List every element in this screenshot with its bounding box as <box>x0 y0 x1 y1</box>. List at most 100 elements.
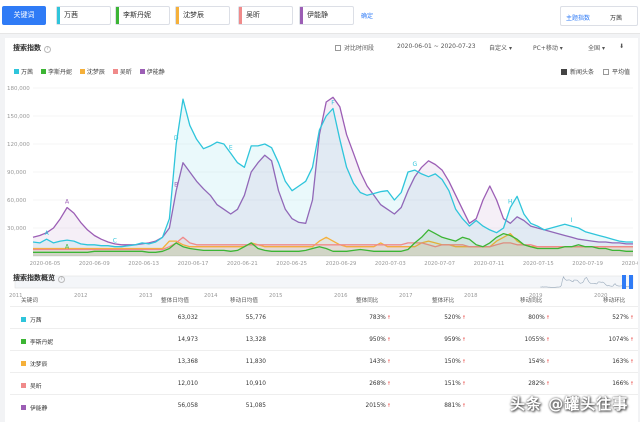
up-arrow-icon: ↑ <box>629 359 634 365</box>
mobile-mom-value: 166% <box>612 381 629 387</box>
overview-track <box>14 275 634 289</box>
mobile-yoy-cell: 800%↑ <box>528 315 550 321</box>
header-total-daily: 整体日均值 <box>161 298 189 304</box>
main-panel: 搜索指数? 对比时间段 2020-06-01 ~ 2020-07-23 自定义 … <box>5 38 638 422</box>
header-mobile-yoy: 移动同比 <box>520 298 543 304</box>
total-mom-cell: 520%↑ <box>444 315 466 321</box>
series-area <box>33 97 633 256</box>
keyword-name: 吴昕 <box>30 384 42 390</box>
keyword-chip-3[interactable]: 沈梦辰 <box>175 6 230 25</box>
news-marker: F <box>331 100 335 107</box>
date-range-picker[interactable]: 2020-06-01 ~ 2020-07-23 <box>397 43 476 50</box>
legend-swatch <box>112 69 118 74</box>
download-button[interactable]: ⬇ <box>619 43 624 50</box>
up-arrow-icon: ↑ <box>545 337 550 343</box>
keyword-name: 沈梦辰 <box>30 362 48 368</box>
overview-year-label: 2014 <box>204 293 218 299</box>
keyword-name: 李斯丹妮 <box>30 340 54 346</box>
series-line <box>32 98 633 248</box>
table-row: 李斯丹妮 14,973 13,328 950%↑ 959%↑ 1055%↑ 1074%↑ <box>10 328 638 350</box>
search-index-title-text: 搜索指数 <box>13 44 41 52</box>
y-tick-label: 30,000 <box>7 226 27 232</box>
checkbox-checked-icon <box>561 69 567 75</box>
overview-year-label: 2015 <box>269 293 282 299</box>
custom-range-dropdown[interactable]: 自定义 ▾ <box>489 43 512 52</box>
overview-year-label: 2019 <box>529 293 542 299</box>
device-dropdown[interactable]: PC+移动 ▾ <box>533 43 563 52</box>
watermark: 头条 @罐头往事 <box>510 395 629 413</box>
up-arrow-icon: ↑ <box>386 403 391 409</box>
x-tick-label: 2020-07-03 <box>375 261 406 267</box>
average-toggle[interactable]: 平均值 <box>603 67 630 76</box>
theme-index-selector[interactable]: 主题指数 万茜 <box>560 6 638 26</box>
overview-year-label: 2017 <box>399 293 412 299</box>
up-arrow-icon: ↑ <box>545 315 550 321</box>
table-row: 吴昕 12,010 10,910 268%↑ 151%↑ 282%↑ 166%↑ <box>10 372 638 394</box>
x-tick-label: 2020-07-11 <box>474 261 505 267</box>
up-arrow-icon: ↑ <box>386 359 391 365</box>
y-tick-label: 180,000 <box>7 86 30 92</box>
x-tick-label: 2020-07-19 <box>572 261 603 267</box>
keyword-cell: 李斯丹妮 <box>21 337 53 346</box>
legend-item[interactable]: 万茜 <box>14 67 33 76</box>
series-area <box>33 229 633 256</box>
keyword-color-bar <box>57 7 60 24</box>
checkbox-icon <box>603 69 609 75</box>
mobile-mom-value: 163% <box>612 359 629 365</box>
x-tick-label: 2020-07-07 <box>424 261 455 267</box>
legend-label: 万茜 <box>21 69 34 76</box>
total-yoy-cell: 2015%↑ <box>366 403 391 409</box>
range-handle-right[interactable] <box>629 275 633 289</box>
up-arrow-icon: ↑ <box>629 337 634 343</box>
total-mom-value: 150% <box>444 359 461 365</box>
total-mom-value: 151% <box>444 381 461 387</box>
keyword-color-bar <box>176 7 179 24</box>
compare-period-label: 对比时间段 <box>344 45 375 52</box>
keyword-name: 万茜 <box>30 318 42 324</box>
legend-item[interactable]: 吴昕 <box>112 67 132 76</box>
chart-legend: 万茜 李斯丹妮 沈梦辰 吴昕 伊能静 <box>14 67 171 76</box>
overview-year-label: 2018 <box>464 293 478 299</box>
mobile-mom-value: 1074% <box>608 337 629 343</box>
keyword-chip-4[interactable]: 吴昕 <box>238 6 293 25</box>
x-tick-label: 2020-06-13 <box>128 261 159 267</box>
keyword-chip-label: 沈梦辰 <box>183 11 204 19</box>
up-arrow-icon: ↑ <box>461 315 466 321</box>
mobile-mom-cell: 527%↑ <box>612 315 634 321</box>
region-dropdown[interactable]: 全国 ▾ <box>588 43 605 52</box>
legend-swatch <box>14 69 19 74</box>
chevron-down-icon: ▾ <box>601 45 605 52</box>
x-tick-label: 2020-06-25 <box>276 261 307 267</box>
news-marker: B <box>174 182 178 189</box>
total-yoy-cell: 268%↑ <box>369 381 391 387</box>
range-handle-left[interactable] <box>622 275 626 289</box>
help-icon[interactable]: ? <box>44 46 51 53</box>
compare-period-toggle[interactable]: 对比时间段 <box>335 43 374 52</box>
up-arrow-icon: ↑ <box>386 381 391 387</box>
confirm-button[interactable]: 确定 <box>361 13 374 20</box>
news-headline-toggle[interactable]: 新闻头条 <box>561 67 594 76</box>
mobile-daily-value: 51,085 <box>245 403 266 409</box>
help-icon[interactable]: ? <box>58 276 65 283</box>
overview-year-label: 2016 <box>334 293 348 299</box>
mobile-mom-cell: 166%↑ <box>612 381 634 387</box>
legend-swatch <box>79 69 85 74</box>
mobile-yoy-value: 154% <box>528 359 545 365</box>
keyword-chip-2[interactable]: 李斯丹妮 <box>115 6 170 25</box>
legend-item[interactable]: 李斯丹妮 <box>40 67 72 76</box>
legend-item[interactable]: 沈梦辰 <box>79 67 105 76</box>
news-marker: A <box>65 198 70 205</box>
news-marker: C <box>113 238 117 245</box>
keyword-chip-1[interactable]: 万茜 <box>56 6 111 25</box>
overview-title-text: 搜索指数概览 <box>13 274 55 282</box>
keyword-chip-5[interactable]: 伊能静 <box>299 6 354 25</box>
x-tick-label: 2020-06-29 <box>326 261 357 267</box>
legend-item[interactable]: 伊能静 <box>139 67 165 76</box>
keyword-chip-label: 李斯丹妮 <box>123 11 151 19</box>
overview-title: 搜索指数概览? <box>13 273 65 283</box>
keyword-cell: 沈梦辰 <box>21 359 47 368</box>
keyword-chip-label: 万茜 <box>64 11 78 19</box>
keyword-tab-button[interactable]: 关键词 <box>2 6 46 25</box>
up-arrow-icon: ↑ <box>545 359 550 365</box>
x-tick-label: 2020-06-09 <box>79 261 110 267</box>
